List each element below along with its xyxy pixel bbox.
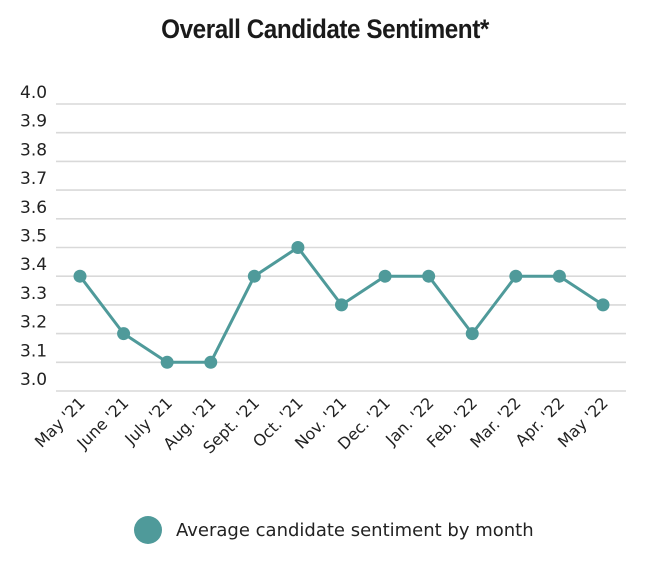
chart-title: Overall Candidate Sentiment* bbox=[161, 14, 489, 44]
legend-label: Average candidate sentiment by month bbox=[176, 519, 534, 541]
y-tick-label: 3.9 bbox=[20, 112, 47, 132]
y-tick-label: 4.0 bbox=[20, 83, 47, 103]
data-point bbox=[204, 355, 218, 369]
y-tick-label: 3.5 bbox=[20, 227, 47, 247]
y-tick-label: 3.4 bbox=[20, 255, 47, 275]
data-point bbox=[160, 355, 174, 369]
y-tick-label: 3.1 bbox=[20, 341, 47, 361]
data-point bbox=[422, 269, 436, 283]
data-point bbox=[509, 269, 523, 283]
data-point bbox=[596, 298, 610, 312]
y-tick-label: 3.6 bbox=[20, 198, 47, 218]
y-tick-label: 3.2 bbox=[20, 313, 47, 333]
legend: Average candidate sentiment by month bbox=[134, 514, 534, 546]
legend-swatch bbox=[134, 516, 162, 544]
data-point bbox=[291, 241, 305, 254]
data-point bbox=[117, 327, 131, 341]
data-point bbox=[335, 298, 348, 312]
data-point bbox=[552, 269, 566, 283]
data-point bbox=[378, 269, 392, 283]
y-tick-label: 3.3 bbox=[20, 284, 47, 304]
y-tick-label: 3.7 bbox=[20, 169, 47, 189]
data-point bbox=[73, 269, 87, 283]
data-point bbox=[247, 269, 261, 283]
y-tick-label: 3.8 bbox=[20, 140, 47, 160]
data-point bbox=[465, 327, 479, 341]
y-tick-label: 3.0 bbox=[20, 370, 47, 390]
